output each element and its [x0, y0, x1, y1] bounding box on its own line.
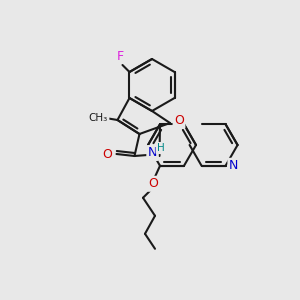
Text: F: F [117, 50, 124, 62]
Text: N: N [229, 159, 238, 172]
Text: O: O [148, 177, 158, 190]
Text: H: H [157, 143, 164, 153]
Text: CH₃: CH₃ [89, 113, 108, 123]
Text: N: N [148, 146, 157, 160]
Text: O: O [103, 148, 112, 161]
Text: O: O [174, 115, 184, 128]
